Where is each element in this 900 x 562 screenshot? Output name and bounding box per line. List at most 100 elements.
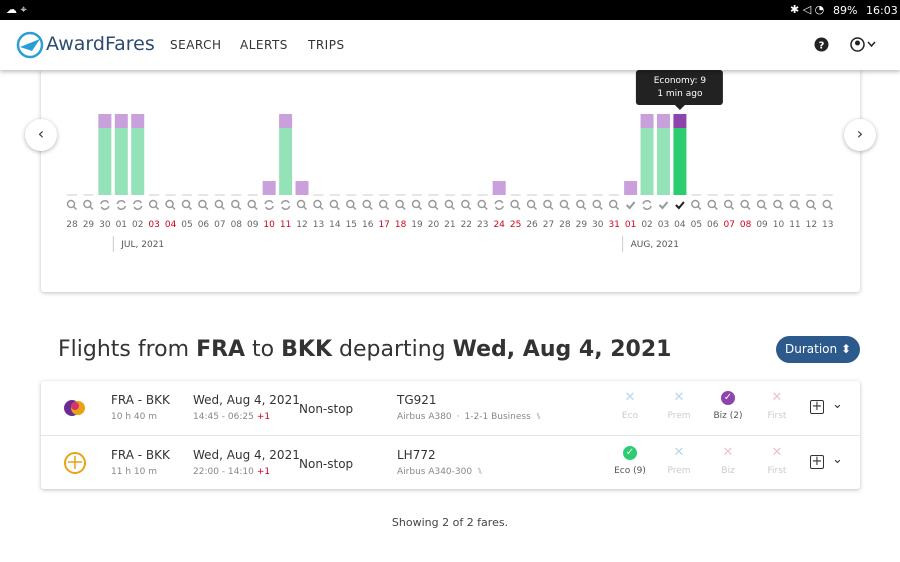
day-label: 12 (296, 220, 307, 230)
day-icon[interactable] (806, 199, 817, 211)
day-icon[interactable] (132, 200, 143, 210)
day-icon[interactable] (756, 199, 768, 211)
day-icon[interactable] (592, 199, 603, 211)
day-label: 07 (214, 220, 225, 230)
day-icon[interactable] (723, 199, 735, 211)
day-icon[interactable] (691, 199, 702, 211)
class-icon: ✕ (624, 390, 636, 405)
search-handle (335, 205, 340, 211)
day-icon[interactable] (346, 199, 357, 211)
day-label: 02 (641, 220, 652, 230)
flight-row[interactable]: FRA - BKK 11 h 10 m Wed, Aug 4, 2021 22:00 … (41, 435, 860, 490)
search-icon (806, 199, 815, 209)
day-icon[interactable] (658, 201, 669, 210)
search-handle (89, 205, 94, 211)
day-label: 02 (132, 220, 143, 230)
refresh-icon (116, 200, 127, 210)
refresh-icon (132, 200, 143, 210)
search-icon (329, 199, 339, 209)
day-icon[interactable] (559, 199, 570, 211)
day-icon[interactable] (608, 199, 620, 211)
day-icon[interactable] (444, 199, 455, 211)
search-handle (812, 205, 817, 211)
nav-link[interactable]: TRIPS (308, 38, 345, 52)
day-icon[interactable] (576, 199, 587, 211)
day-icon[interactable] (461, 199, 472, 211)
stops: Non-stop (299, 457, 354, 471)
search-icon (66, 199, 76, 209)
clock: 16:03 (866, 4, 898, 17)
day-icon[interactable] (411, 199, 423, 211)
day-label: 15 (346, 220, 357, 230)
day-label: 17 (378, 220, 389, 230)
search-handle (417, 205, 423, 211)
search-handle (368, 205, 373, 211)
nav-link[interactable]: ALERTS (240, 38, 288, 52)
search-handle (220, 205, 225, 211)
next-button[interactable]: › (844, 119, 876, 151)
day-icon[interactable] (280, 200, 291, 210)
day-icon[interactable] (83, 199, 94, 211)
day-icon[interactable] (329, 199, 340, 211)
day-icon[interactable] (100, 200, 110, 210)
biz-bar (295, 181, 309, 195)
search-icon (378, 199, 388, 209)
heading-part: Flights from (58, 337, 197, 362)
day-offset: +1 (256, 412, 271, 422)
day-icon[interactable] (822, 199, 833, 211)
day-icon[interactable] (428, 199, 439, 211)
nav-link[interactable]: SEARCH (170, 38, 222, 52)
search-handle (204, 205, 209, 211)
day-icon[interactable] (773, 199, 784, 211)
day-icon[interactable] (264, 200, 274, 210)
day-icon[interactable] (247, 199, 258, 211)
day-label: 30 (99, 220, 111, 230)
day-icon[interactable] (789, 199, 800, 211)
brand[interactable]: AwardFares (46, 33, 155, 55)
eco-bar (640, 128, 654, 195)
day-icon[interactable] (198, 199, 209, 211)
day-icon[interactable] (642, 200, 652, 210)
cabin: 1-2-1 Business (464, 412, 531, 422)
search-icon (822, 199, 832, 209)
day-icon[interactable] (296, 199, 308, 211)
day-icon[interactable] (740, 199, 751, 211)
day-icon[interactable] (675, 201, 685, 210)
day-label: 10 (773, 220, 785, 230)
month-label: AUG, 2021 (631, 240, 679, 250)
day-icon[interactable] (395, 199, 406, 211)
class-label: Eco (621, 411, 639, 421)
day-icon[interactable] (116, 200, 127, 210)
day-icon[interactable] (313, 199, 324, 211)
day-icon[interactable] (362, 199, 373, 211)
day-icon[interactable] (494, 200, 504, 210)
search-handle (187, 205, 193, 211)
help-icon[interactable]: ? (814, 37, 829, 52)
day-icon[interactable] (181, 199, 193, 211)
expand-button[interactable]: ⌄ (832, 452, 843, 467)
day-icon[interactable] (543, 199, 554, 211)
day-icon[interactable] (477, 199, 488, 211)
day-icon[interactable] (165, 199, 176, 211)
add-button[interactable]: + (810, 454, 824, 469)
sort-button[interactable]: Duration ⬍ (776, 336, 860, 363)
day-icon[interactable] (707, 199, 718, 211)
account-menu[interactable] (850, 37, 878, 52)
day-icon[interactable] (378, 199, 390, 211)
add-button[interactable]: + (810, 399, 824, 414)
prev-button[interactable]: ‹ (25, 119, 57, 151)
search-handle (450, 205, 455, 211)
day-icon[interactable] (526, 199, 538, 211)
day-icon[interactable] (231, 199, 242, 211)
day-icon[interactable] (66, 199, 78, 211)
refresh-icon (280, 200, 291, 210)
day-icon[interactable] (214, 199, 225, 211)
flight-number: LH772 (397, 448, 436, 462)
day-icon[interactable] (625, 201, 636, 210)
biz-bar (114, 114, 128, 128)
flight-row[interactable]: FRA - BKK 10 h 40 m Wed, Aug 4, 2021 14:45 … (41, 381, 860, 435)
expand-button[interactable]: ⌄ (832, 397, 843, 412)
aircraft-info: Airbus A340-300 ⑊ (397, 467, 483, 477)
day-icon[interactable] (148, 199, 160, 211)
day-icon[interactable] (510, 199, 521, 211)
